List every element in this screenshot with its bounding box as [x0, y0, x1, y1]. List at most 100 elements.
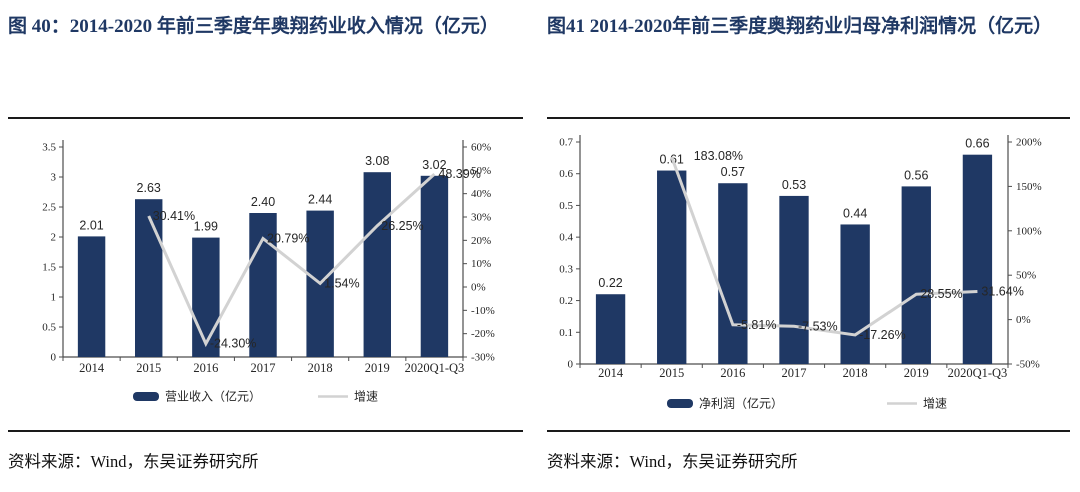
bar-value-label: 1.99	[194, 220, 218, 234]
bar-value-label: 2.01	[79, 218, 103, 232]
left-axis-tick-label: 0.3	[559, 263, 573, 275]
bar-value-label: 3.02	[422, 158, 446, 172]
right-axis-tick-label: -10%	[471, 305, 495, 317]
net-profit-bar-line-chart: 0 0.1 0.2 0.3 0.4 0.5 0.6 0.7 -50% 0% 50% 100% 150% 2…	[559, 135, 1042, 411]
top-divider	[547, 117, 1070, 119]
right-axis-tick-label: -20%	[471, 328, 495, 340]
left-axis-tick-label: 0.1	[559, 327, 573, 339]
right-axis-tick-label: 40%	[471, 188, 491, 200]
right-axis-tick-label: -30%	[471, 352, 495, 364]
left-axis-tick-label: 0.4	[559, 232, 573, 244]
legend-bar-swatch	[667, 399, 693, 408]
bar	[135, 199, 163, 357]
growth-value-label: 26.25%	[381, 219, 423, 233]
bottom-divider	[8, 430, 523, 432]
bar	[77, 236, 106, 357]
legend-bar-label: 营业收入（亿元）	[165, 389, 261, 404]
x-axis-category-label: 2020Q1-Q3	[948, 366, 1008, 380]
left-axis-tick-label: 0	[568, 359, 574, 371]
right-axis-tick-label: 0%	[1016, 314, 1031, 326]
x-axis-category-label: 2018	[843, 366, 868, 380]
bar-value-label: 2.40	[251, 195, 275, 209]
left-axis-tick-label: 0.5	[559, 200, 573, 212]
right-axis-tick-label: 20%	[471, 235, 491, 247]
right-axis-tick-label: 100%	[1016, 225, 1042, 237]
x-axis-category-label: 2019	[904, 366, 929, 380]
bar	[840, 224, 870, 364]
right-axis-tick-label: -50%	[1016, 359, 1040, 371]
bar	[363, 172, 391, 357]
x-axis-category-label: 2014	[598, 366, 624, 380]
growth-value-label: -24.30%	[210, 337, 257, 351]
growth-value-label: 31.64%	[981, 285, 1023, 299]
left-axis-tick-label: 3.5	[42, 142, 56, 154]
bar	[595, 294, 626, 364]
growth-value-label: 1.54%	[324, 276, 359, 290]
bar-value-label: 0.56	[904, 168, 928, 182]
growth-value-label: 20.79%	[267, 231, 309, 245]
growth-value-label: 48.39%	[438, 167, 480, 181]
source-note: 资料来源：Wind，东吴证券研究所	[8, 452, 259, 471]
figure-40-revenue: 图 40：2014-2020 年前三季度年奥翔药业收入情况（亿元） 0 0.5 1 1…	[8, 0, 523, 492]
top-divider	[8, 117, 523, 119]
x-axis-category-label: 2015	[136, 361, 161, 375]
growth-line	[147, 172, 436, 348]
source-note: 资料来源：Wind，东吴证券研究所	[547, 452, 798, 471]
left-axis-tick-label: 0.2	[559, 295, 573, 307]
growth-value-label: -5.81%	[737, 318, 777, 332]
x-axis-category-label: 2014	[79, 361, 105, 375]
bar	[779, 195, 809, 364]
legend-bar-label: 净利润（亿元）	[699, 396, 783, 411]
legend-bar-swatch	[133, 392, 159, 401]
bar-value-label: 2.63	[137, 181, 161, 195]
legend-line-label: 增速	[923, 397, 947, 411]
bottom-divider	[547, 430, 1070, 432]
left-axis-tick-label: 0.7	[559, 137, 573, 149]
left-axis-tick-label: 2	[51, 232, 57, 244]
growth-value-label: 28.55%	[920, 287, 962, 301]
bar	[718, 183, 748, 364]
bar	[901, 186, 931, 364]
right-axis-tick-label: 0%	[471, 282, 486, 294]
left-axis-tick-label: 0.6	[559, 168, 573, 180]
x-axis-category-label: 2017	[782, 366, 807, 380]
x-axis-category-label: 2019	[365, 361, 390, 375]
right-axis-tick-label: 150%	[1016, 181, 1042, 193]
x-axis-category-label: 2018	[308, 361, 333, 375]
legend-line-label: 增速	[354, 390, 378, 404]
right-axis-tick-label: 50%	[1016, 270, 1036, 282]
bar	[192, 237, 220, 357]
bar-value-label: 0.66	[965, 137, 989, 151]
left-axis-tick-label: 0.5	[42, 322, 56, 334]
right-axis-tick-label: 60%	[471, 142, 491, 154]
bar-value-label: 0.53	[782, 178, 806, 192]
right-axis-tick-label: 10%	[471, 258, 491, 270]
bar	[962, 154, 993, 364]
figure-title: 图 40：2014-2020 年前三季度年奥翔药业收入情况（亿元）	[8, 16, 499, 37]
growth-line	[670, 156, 978, 337]
figure-41-net-profit: 图41 2014-2020年前三季度奥翔药业归母净利润情况（亿元） 0 0.1 0.…	[547, 0, 1070, 492]
x-axis-category-label: 2016	[193, 361, 218, 375]
left-axis-tick-label: 1	[51, 292, 57, 304]
bar-value-label: 3.08	[365, 154, 389, 168]
x-axis-category-label: 2015	[659, 366, 684, 380]
revenue-bar-line-chart: 0 0.5 1 1.5 2 2.5 3 3.5 -30% -20% -10% 0% 10% 20% 30% 4…	[42, 140, 495, 404]
bar-value-label: 2.44	[308, 193, 332, 207]
growth-value-label: 183.08%	[694, 149, 743, 163]
figure-title: 图41 2014-2020年前三季度奥翔药业归母净利润情况（亿元）	[547, 16, 1053, 37]
x-axis-category-label: 2017	[251, 361, 276, 375]
right-axis-tick-label: 50%	[471, 165, 491, 177]
x-axis-category-label: 2016	[720, 366, 745, 380]
growth-value-label: 30.41%	[153, 209, 195, 223]
bar-value-label: 0.57	[721, 165, 745, 179]
x-axis-category-label: 2020Q1-Q3	[405, 361, 465, 375]
bar-value-label: 0.44	[843, 206, 867, 220]
left-axis-tick-label: 2.5	[42, 202, 56, 214]
left-axis-tick-label: 1.5	[42, 262, 56, 274]
right-axis-tick-label: 30%	[471, 212, 491, 224]
bar	[420, 175, 449, 357]
bar	[657, 170, 687, 364]
right-axis-tick-label: 200%	[1016, 137, 1042, 149]
left-axis-tick-label: 3	[51, 172, 57, 184]
